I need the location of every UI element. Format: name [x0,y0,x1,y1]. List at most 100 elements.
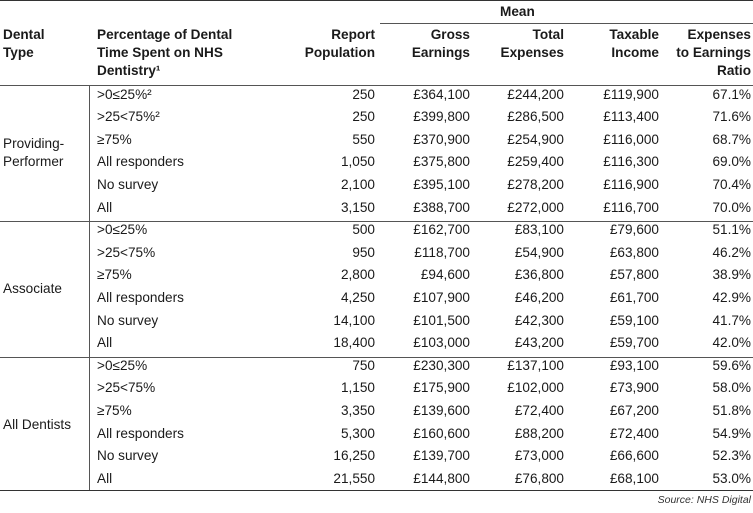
population-cell: 2,800 [340,267,375,283]
group-separator [0,221,753,223]
nhs-percentage-cell: All [97,470,113,486]
taxable-income-cell: £119,900 [603,86,659,102]
total-expenses-cell: £102,000 [507,380,564,396]
group-column-divider [89,86,90,490]
expenses-ratio-cell: 53.0% [712,470,751,486]
population-cell: 550 [352,131,375,147]
nhs-percentage-cell: ≥75% [97,267,132,283]
population-cell: 4,250 [340,289,375,305]
total-expenses-cell: £137,100 [507,357,564,373]
nhs-percentage-cell: >0≤25% [97,222,148,238]
nhs-percentage-cell: All responders [97,154,184,170]
expenses-ratio-cell: 54.9% [712,425,751,441]
population-cell: 250 [352,109,375,125]
population-cell: 5,300 [340,425,375,441]
expenses-ratio-cell: 51.8% [712,402,751,418]
taxable-income-cell: £116,000 [603,131,659,147]
nhs-percentage-cell: No survey [97,448,159,464]
nhs-percentage-cell: All responders [97,425,184,441]
dental-type-label: All Dentists [3,416,71,432]
population-cell: 250 [352,86,375,102]
mean-header: Mean [500,4,535,19]
group-separator [0,356,753,358]
expenses-ratio-cell: 51.1% [712,222,751,238]
gross-earnings-cell: £395,100 [413,176,470,192]
population-cell: 3,350 [340,402,375,418]
taxable-income-cell: £63,800 [609,244,659,260]
nhs-percentage-cell: All responders [97,289,184,305]
nhs-percentage-cell: No survey [97,176,159,192]
gross-earnings-cell: £364,100 [413,86,470,102]
total-expenses-cell: £36,800 [514,267,564,283]
gross-earnings-cell: £375,800 [413,154,470,170]
population-cell: 1,050 [340,154,375,170]
taxable-income-cell: £93,100 [609,357,659,373]
gross-earnings-cell: £370,900 [413,131,470,147]
nhs-percentage-cell: No survey [97,312,159,328]
expenses-ratio-cell: 42.9% [712,289,751,305]
population-cell: 500 [352,222,375,238]
gross-earnings-cell: £160,600 [413,425,470,441]
population-cell: 16,250 [333,448,375,464]
taxable-income-cell: £116,900 [603,176,659,192]
taxable-income-cell: £66,600 [609,448,659,464]
total-expenses-cell: £254,900 [507,131,564,147]
nhs-percentage-cell: >0≤25% [97,357,148,373]
taxable-income-cell: £113,400 [603,109,659,125]
population-cell: 1,150 [340,380,375,396]
taxable-income-cell: £67,200 [609,402,659,418]
gross-earnings-cell: £101,500 [413,312,470,328]
total-expenses-cell: £72,400 [514,402,564,418]
expenses-ratio-cell: 38.9% [712,267,751,283]
taxable-income-cell: £73,900 [609,380,659,396]
total-expenses-cell: £278,200 [507,176,564,192]
nhs-percentage-cell: >25<75% [97,244,156,260]
total-expenses-cell: £88,200 [514,425,564,441]
nhs-percentage-cell: ≥75% [97,402,132,418]
expenses-ratio-cell: 41.7% [712,312,751,328]
population-cell: 750 [352,357,375,373]
nhs-percentage-cell: >0≤25%² [97,86,152,102]
gross-earnings-cell: £175,900 [413,380,470,396]
population-cell: 3,150 [340,199,375,215]
gross-earnings-cell: £94,600 [420,267,470,283]
total-expenses-cell: £42,300 [514,312,564,328]
expenses-ratio-cell: 67.1% [712,86,751,102]
population-cell: 21,550 [333,470,375,486]
header-report-population: Report Population [304,27,375,60]
total-expenses-cell: £259,400 [507,154,564,170]
total-expenses-cell: £46,200 [514,289,564,305]
total-expenses-cell: £76,800 [514,470,564,486]
total-expenses-cell: £43,200 [514,335,564,351]
source-note: Source: NHS Digital [657,494,751,506]
nhs-percentage-cell: >25<75% [97,380,156,396]
nhs-percentage-cell: All [97,335,113,351]
taxable-income-cell: £57,800 [609,267,659,283]
population-cell: 18,400 [333,335,375,351]
header-expenses-ratio: Expenses to Earnings Ratio [676,27,751,78]
taxable-income-cell: £68,100 [609,470,659,486]
total-expenses-cell: £244,200 [507,86,564,102]
expenses-ratio-cell: 70.0% [712,199,751,215]
nhs-percentage-cell: ≥75% [97,131,132,147]
total-expenses-cell: £73,000 [514,448,564,464]
expenses-ratio-cell: 58.0% [712,380,751,396]
gross-earnings-cell: £139,700 [413,448,470,464]
header-nhs-percentage: Percentage of Dental Time Spent on NHS Den… [97,27,233,78]
header-total-expenses: Total Expenses [500,27,564,60]
total-expenses-cell: £286,500 [507,109,564,125]
gross-earnings-cell: £162,700 [413,222,470,238]
dental-type-label: Providing- Performer [3,136,65,170]
gross-earnings-cell: £103,000 [413,335,470,351]
expenses-ratio-cell: 59.6% [712,357,751,373]
header-dental-type: Dental Type [3,27,45,60]
nhs-percentage-cell: All [97,199,113,215]
header-gross-earnings: Gross Earnings [411,27,470,60]
expenses-ratio-cell: 46.2% [712,244,751,260]
taxable-income-cell: £59,100 [609,312,659,328]
expenses-ratio-cell: 71.6% [712,109,751,125]
population-cell: 950 [352,244,375,260]
population-cell: 14,100 [333,312,375,328]
taxable-income-cell: £72,400 [609,425,659,441]
taxable-income-cell: £59,700 [609,335,659,351]
